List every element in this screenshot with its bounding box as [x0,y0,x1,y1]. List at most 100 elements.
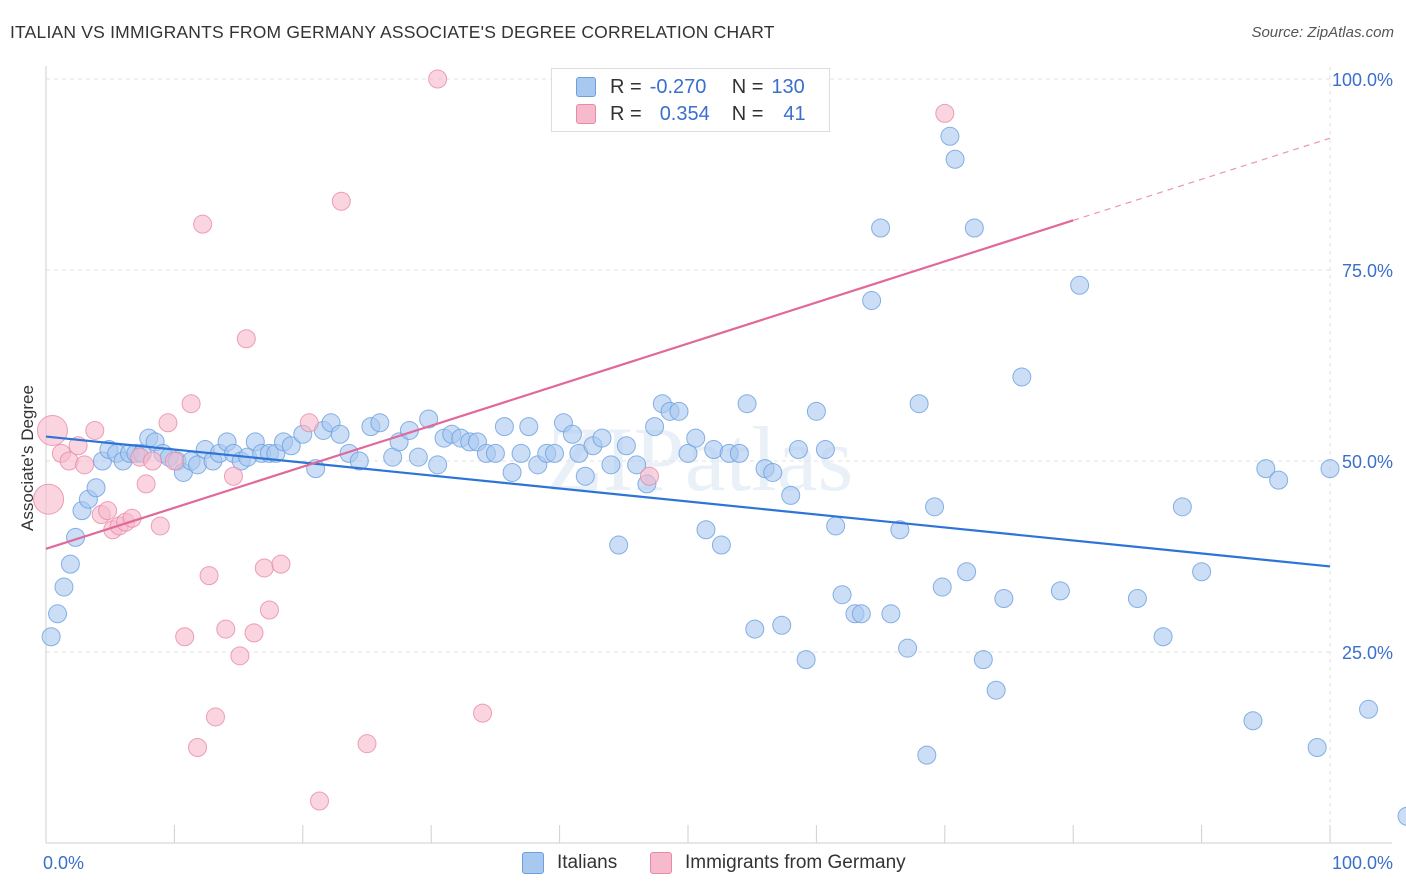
data-point [408,447,428,467]
data-point [75,455,95,475]
data-point [745,619,765,639]
correlation-legend: R = -0.270 N = 130 R = 0.354 N = 41 [551,68,830,132]
data-point [150,516,170,536]
tick-labels: 25.0% 50.0% 75.0% 100.0% 0.0% 100.0% [43,70,1393,873]
data-point [36,414,68,446]
data-point [890,520,910,540]
data-point [136,474,156,494]
data-point [370,413,390,433]
data-point [54,577,74,597]
data-point [932,577,952,597]
series-legend: Italians Immigrants from Germany [0,852,1406,878]
data-point [601,455,621,475]
data-point [331,191,351,211]
watermark: ZIPatlas [547,408,854,510]
data-point [158,413,178,433]
data-point [772,615,792,635]
data-point [1256,459,1276,479]
legend-label-immigrants-germany: Immigrants from Germany [685,852,906,873]
data-point [562,424,582,444]
data-point [98,501,118,521]
data-point [737,394,757,414]
trend-lines [45,137,1331,568]
data-point [851,604,871,624]
y-tick-label: 25.0% [1342,643,1393,663]
series-italians-points [41,126,1406,826]
data-point [796,650,816,670]
legend-n-label: N = [731,102,764,125]
axes [45,66,1392,844]
data-point [627,455,647,475]
source-label: Source: ZipAtlas.com [1251,24,1394,41]
data-point [259,600,279,620]
data-point [1359,699,1379,719]
data-point [330,424,350,444]
data-point [230,646,250,666]
data-point [832,585,852,605]
data-point [935,103,955,123]
data-point [473,703,493,723]
data-point [428,69,448,89]
data-point [909,394,929,414]
data-point [188,738,208,757]
data-point [419,409,439,429]
legend-r-value: 0.354 [659,102,710,125]
data-point [41,627,61,647]
data-point [986,680,1006,700]
data-point [645,417,665,437]
legend-swatch-immigrants-germany [650,852,672,874]
data-point [686,428,706,448]
data-point [485,443,505,463]
legend-row-immigrants-germany: R = 0.354 N = 41 [576,102,806,126]
data-point [1397,806,1406,826]
series-immigrants-germany-points [33,69,955,811]
data-point [299,413,319,433]
data-point [575,466,595,486]
data-point [616,436,636,456]
legend-label-italians: Italians [557,852,618,873]
legend-n-label: N = [731,75,764,98]
data-point [175,627,195,647]
data-point [216,619,236,639]
legend-item-italians[interactable]: Italians [522,852,617,874]
data-point [271,554,291,574]
legend-r-label: R = [610,102,642,125]
trend-extension-immigrants-germany [1073,137,1331,221]
data-point [143,451,163,471]
data-point [205,707,225,727]
legend-n-value: 41 [783,102,806,125]
data-point [826,516,846,536]
data-point [1153,627,1173,647]
data-point [236,329,256,349]
data-point [86,478,106,498]
data-point [244,623,264,643]
x-tick-label: 100.0% [1332,853,1393,873]
data-point [898,638,918,658]
data-point [309,791,329,811]
data-point [1320,459,1340,479]
data-point [815,440,835,460]
data-point [544,443,564,463]
data-point [678,443,698,463]
data-point [609,535,629,555]
legend-item-immigrants-germany[interactable]: Immigrants from Germany [650,852,906,874]
legend-n-value: 130 [771,75,805,98]
y-tick-label: 75.0% [1342,261,1393,281]
data-point [254,558,274,578]
data-point [85,420,105,440]
data-point [48,604,68,624]
data-point [281,436,301,456]
legend-swatch-italians [522,852,544,874]
data-point [871,218,891,238]
data-point [711,535,731,555]
x-tick-label: 0.0% [43,853,84,873]
data-point [917,745,937,765]
data-point [669,401,689,421]
data-point [592,428,612,448]
data-point [973,650,993,670]
data-point [1243,711,1263,731]
data-point [193,214,213,234]
data-point [1070,275,1090,295]
data-point [33,483,65,515]
